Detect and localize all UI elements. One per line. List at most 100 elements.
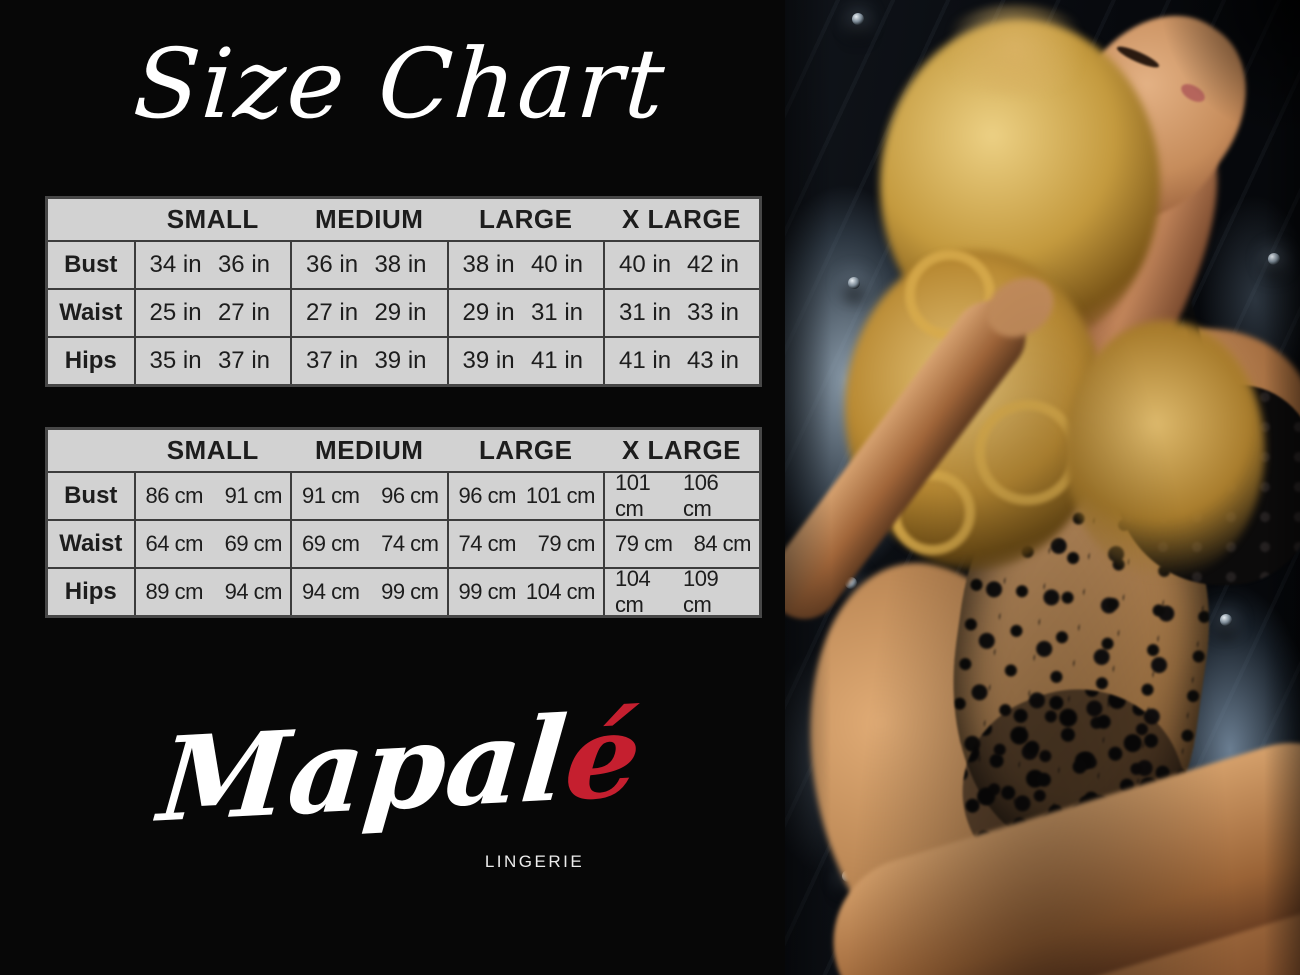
size-header-small: SMALL bbox=[134, 197, 291, 242]
measurement-cell: 40 in 42 in bbox=[603, 240, 762, 290]
measurement-cell: 89 cm 94 cm bbox=[133, 567, 292, 618]
measurement-value: 69 cm bbox=[224, 531, 283, 556]
measurement-value: 74 cm bbox=[381, 531, 439, 556]
measurement-cell: 25 in 27 in bbox=[133, 288, 292, 338]
measurement-value: 104 cm bbox=[615, 566, 651, 617]
measurement-value: 25 in bbox=[149, 299, 202, 326]
measurement-cell: 39 in 41 in bbox=[446, 336, 605, 387]
measurement-cell: 35 in 37 in bbox=[133, 336, 292, 387]
measurement-cell: 94 cm 99 cm bbox=[290, 567, 449, 618]
measurement-label: Waist bbox=[45, 288, 136, 338]
measurement-value: 37 in bbox=[217, 347, 270, 374]
table-row-hips: Hips 89 cm 94 cm 94 cm 99 cm 99 cm 104 cm 1… bbox=[45, 566, 762, 618]
table-row-bust: Bust 34 in 36 in 36 in 38 in 38 in 40 in 40… bbox=[45, 240, 762, 290]
model-photo bbox=[785, 0, 1300, 975]
measurement-value: 39 in bbox=[462, 347, 515, 374]
measurement-value: 33 in bbox=[686, 299, 739, 326]
size-header-row: SMALL MEDIUM LARGE X LARGE bbox=[46, 428, 761, 473]
measurement-cell: 29 in 31 in bbox=[446, 288, 605, 338]
size-header-small: SMALL bbox=[134, 428, 291, 473]
measurement-value: 89 cm bbox=[145, 579, 204, 604]
measurement-value: 86 cm bbox=[145, 483, 204, 508]
measurement-cell: 37 in 39 in bbox=[290, 336, 449, 387]
measurement-cell: 99 cm 104 cm bbox=[446, 567, 605, 618]
model-hair bbox=[1065, 320, 1265, 580]
size-header-large: LARGE bbox=[447, 428, 604, 473]
measurement-cell: 27 in 29 in bbox=[290, 288, 449, 338]
measurement-value: 101 cm bbox=[615, 470, 651, 521]
measurement-cell: 79 cm 84 cm bbox=[603, 519, 762, 569]
measurement-cell: 96 cm 101 cm bbox=[446, 471, 605, 521]
measurement-value: 69 cm bbox=[302, 531, 360, 556]
measurement-value: 31 in bbox=[619, 299, 672, 326]
measurement-value: 96 cm bbox=[458, 483, 517, 508]
measurement-cell: 34 in 36 in bbox=[133, 240, 292, 290]
measurement-value: 31 in bbox=[530, 299, 583, 326]
measurement-value: 27 in bbox=[217, 299, 270, 326]
corner-cell bbox=[46, 197, 135, 242]
measurement-cell: 64 cm 69 cm bbox=[133, 519, 292, 569]
tuft-button bbox=[852, 13, 864, 25]
measurement-cell: 31 in 33 in bbox=[603, 288, 762, 338]
size-header-xlarge: X LARGE bbox=[604, 428, 761, 473]
measurement-cell: 36 in 38 in bbox=[290, 240, 449, 290]
size-table-centimeters: SMALL MEDIUM LARGE X LARGE Bust 86 cm 91 … bbox=[45, 427, 762, 618]
measurement-value: 36 in bbox=[217, 251, 270, 278]
measurement-cell: 41 in 43 in bbox=[603, 336, 762, 387]
tuft-button bbox=[848, 277, 860, 289]
brand-logo: Mapalé bbox=[143, 687, 658, 849]
measurement-value: 74 cm bbox=[458, 531, 517, 556]
size-header-medium: MEDIUM bbox=[291, 197, 448, 242]
brand-subtitle: LINGERIE bbox=[484, 852, 585, 871]
measurement-cell: 86 cm 91 cm bbox=[133, 471, 292, 521]
measurement-value: 91 cm bbox=[224, 483, 283, 508]
measurement-value: 38 in bbox=[374, 251, 427, 278]
measurement-value: 35 in bbox=[149, 347, 202, 374]
measurement-value: 109 cm bbox=[683, 566, 719, 617]
size-header-large: LARGE bbox=[447, 197, 604, 242]
measurement-label: Bust bbox=[45, 240, 136, 290]
page-title: Size Chart bbox=[130, 28, 670, 140]
measurement-value: 29 in bbox=[462, 299, 515, 326]
measurement-label: Waist bbox=[45, 519, 136, 569]
measurement-value: 41 in bbox=[530, 347, 583, 374]
measurement-cell: 38 in 40 in bbox=[446, 240, 605, 290]
measurement-value: 27 in bbox=[306, 299, 359, 326]
measurement-value: 94 cm bbox=[224, 579, 283, 604]
measurement-value: 34 in bbox=[149, 251, 202, 278]
brand-logo-main: Mapal bbox=[153, 691, 573, 849]
measurement-value: 79 cm bbox=[615, 531, 673, 556]
measurement-value: 94 cm bbox=[302, 579, 360, 604]
measurement-value: 84 cm bbox=[693, 531, 752, 556]
measurement-value: 79 cm bbox=[537, 531, 596, 556]
measurement-value: 39 in bbox=[374, 347, 427, 374]
measurement-value: 40 in bbox=[530, 251, 583, 278]
measurement-label: Hips bbox=[45, 567, 136, 618]
size-header-medium: MEDIUM bbox=[291, 428, 448, 473]
table-row-waist: Waist 64 cm 69 cm 69 cm 74 cm 74 cm 79 cm 7… bbox=[45, 519, 762, 569]
measurement-value: 91 cm bbox=[302, 483, 360, 508]
measurement-value: 37 in bbox=[306, 347, 359, 374]
measurement-label: Bust bbox=[45, 471, 136, 521]
measurement-value: 99 cm bbox=[458, 579, 517, 604]
measurement-value: 38 in bbox=[462, 251, 515, 278]
brand-logo-accent: é bbox=[560, 687, 647, 828]
tuft-button bbox=[1220, 614, 1232, 626]
model-hair bbox=[935, 5, 1095, 95]
measurement-value: 41 in bbox=[619, 347, 672, 374]
measurement-value: 36 in bbox=[306, 251, 359, 278]
measurement-value: 42 in bbox=[686, 251, 739, 278]
size-header-xlarge: X LARGE bbox=[604, 197, 761, 242]
table-row-hips: Hips 35 in 37 in 37 in 39 in 39 in 41 in 41… bbox=[45, 336, 762, 387]
size-table-inches: SMALL MEDIUM LARGE X LARGE Bust 34 in 36 … bbox=[45, 196, 762, 387]
measurement-value: 99 cm bbox=[381, 579, 439, 604]
size-header-row: SMALL MEDIUM LARGE X LARGE bbox=[46, 197, 761, 242]
measurement-cell: 69 cm 74 cm bbox=[290, 519, 449, 569]
table-row-waist: Waist 25 in 27 in 27 in 29 in 29 in 31 in 3… bbox=[45, 288, 762, 338]
measurement-value: 101 cm bbox=[525, 483, 596, 508]
measurement-value: 106 cm bbox=[683, 470, 719, 521]
measurement-label: Hips bbox=[45, 336, 136, 387]
measurement-value: 43 in bbox=[686, 347, 739, 374]
corner-cell bbox=[46, 428, 135, 473]
tuft-button bbox=[1268, 253, 1280, 265]
